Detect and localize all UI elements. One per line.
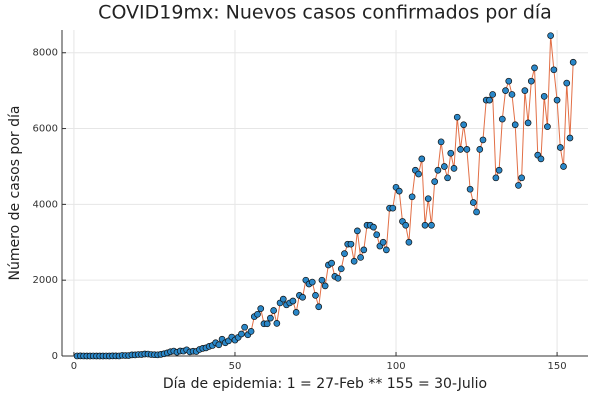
data-point xyxy=(299,293,306,301)
data-point xyxy=(270,307,277,314)
data-point xyxy=(405,238,413,246)
data-point xyxy=(473,208,480,216)
chart-title: COVID19mx: Nuevos casos confirmados por … xyxy=(98,2,552,24)
y-tick-label: 6000 xyxy=(33,124,58,135)
data-point xyxy=(350,257,358,265)
x-tick-label: 50 xyxy=(229,361,242,372)
data-point xyxy=(444,174,451,182)
data-point xyxy=(466,185,474,193)
x-axis-label: Día de epidemia: 1 = 27-Feb ** 155 = 30-… xyxy=(163,376,487,392)
data-point xyxy=(318,276,326,284)
data-point xyxy=(518,174,525,182)
data-point xyxy=(479,136,487,144)
data-point xyxy=(254,310,261,318)
data-point xyxy=(469,199,477,206)
data-point xyxy=(440,163,448,170)
data-point xyxy=(238,330,245,338)
data-point xyxy=(489,91,497,98)
data-point xyxy=(431,178,439,185)
data-point xyxy=(457,146,464,153)
data-point xyxy=(463,146,471,153)
data-point xyxy=(560,163,567,170)
data-point xyxy=(241,323,248,331)
data-point xyxy=(498,115,506,123)
data-point xyxy=(370,223,377,231)
data-point xyxy=(502,87,509,95)
data-point xyxy=(347,240,355,248)
data-point xyxy=(354,227,361,235)
data-point xyxy=(521,87,529,95)
data-point xyxy=(289,297,297,305)
data-point xyxy=(267,314,274,322)
data-point xyxy=(540,92,548,100)
data-point xyxy=(257,305,265,312)
data-point xyxy=(437,138,445,146)
data-point xyxy=(434,166,442,174)
x-tick-label: 150 xyxy=(548,361,567,372)
data-point xyxy=(537,155,545,163)
y-tick-label: 8000 xyxy=(33,48,58,59)
data-point xyxy=(292,309,300,316)
data-point xyxy=(402,221,410,229)
data-point xyxy=(341,250,348,258)
data-point xyxy=(524,119,532,127)
data-line xyxy=(77,35,574,357)
data-point xyxy=(547,32,554,40)
data-point xyxy=(508,91,516,98)
y-tick-label: 2000 xyxy=(33,275,58,286)
data-point xyxy=(569,58,577,66)
data-point xyxy=(334,274,342,282)
data-point xyxy=(453,113,461,121)
data-point xyxy=(566,134,574,142)
data-point xyxy=(515,182,522,189)
data-point xyxy=(421,221,429,229)
data-point xyxy=(450,165,458,172)
data-point xyxy=(215,341,223,349)
data-point xyxy=(418,155,426,163)
data-point xyxy=(531,64,538,72)
x-tick-label: 0 xyxy=(71,361,77,372)
data-point xyxy=(263,320,271,328)
data-point xyxy=(544,123,551,131)
data-point xyxy=(476,146,484,153)
x-tick-label: 100 xyxy=(386,361,405,372)
data-point xyxy=(553,96,561,104)
data-point xyxy=(383,246,390,254)
data-point xyxy=(321,282,329,290)
data-point xyxy=(315,303,323,311)
data-point xyxy=(357,254,364,261)
data-point xyxy=(428,221,435,229)
data-point xyxy=(486,96,493,104)
data-point xyxy=(511,121,519,129)
data-point xyxy=(505,77,513,85)
data-point xyxy=(328,259,335,267)
data-point xyxy=(389,204,397,212)
data-point xyxy=(563,79,571,87)
data-point xyxy=(337,265,345,273)
data-point xyxy=(247,328,255,335)
data-point xyxy=(492,174,500,182)
y-axis-label: Número de casos por día xyxy=(7,106,23,281)
data-point xyxy=(395,187,403,195)
data-point xyxy=(550,66,558,74)
data-point xyxy=(415,170,422,178)
data-point xyxy=(373,231,381,239)
data-point xyxy=(312,291,319,299)
data-point xyxy=(360,246,368,254)
y-tick-label: 4000 xyxy=(33,199,58,210)
data-point xyxy=(273,320,281,327)
data-point xyxy=(460,121,468,129)
data-point xyxy=(379,238,387,246)
data-point xyxy=(495,166,503,174)
y-tick-label: 0 xyxy=(52,351,58,362)
data-point xyxy=(447,149,455,157)
data-point xyxy=(527,77,535,85)
data-point xyxy=(308,278,316,286)
data-point xyxy=(408,193,416,201)
data-point xyxy=(556,144,564,151)
data-point xyxy=(279,295,287,303)
data-point xyxy=(424,195,432,203)
